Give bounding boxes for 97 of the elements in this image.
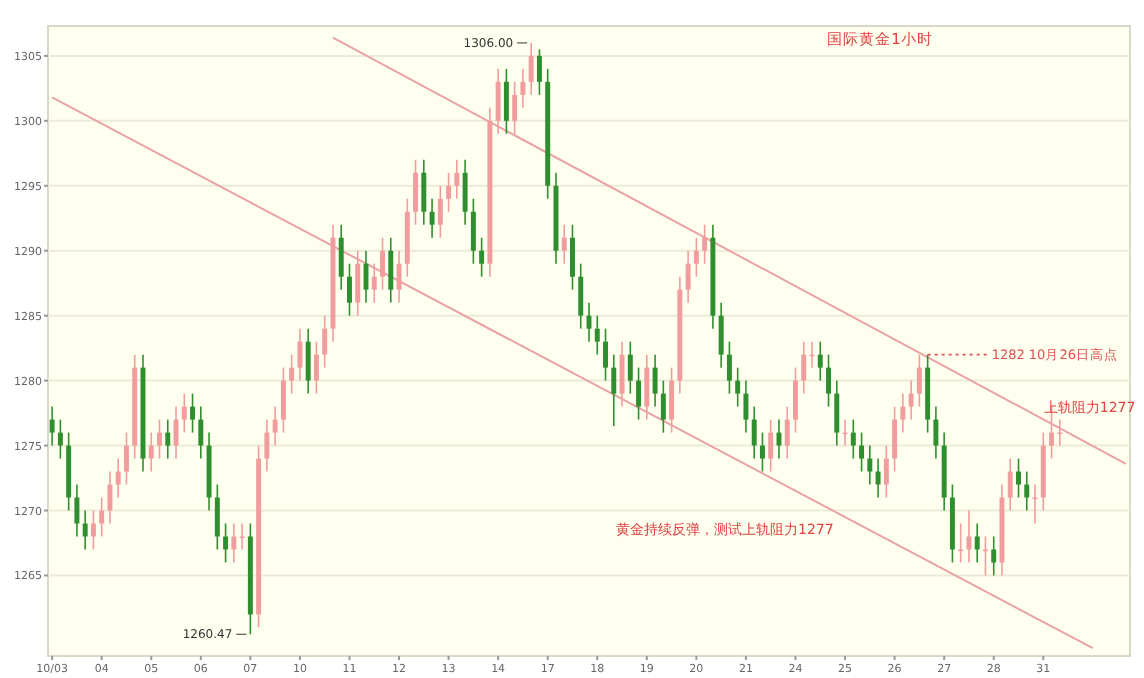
candlestick [1024, 470, 1030, 512]
candlestick [958, 522, 964, 564]
candlestick [520, 68, 526, 109]
candlestick [454, 158, 460, 200]
candlestick [867, 444, 873, 486]
candlestick [784, 405, 790, 460]
candlestick [718, 301, 724, 369]
candlestick [933, 405, 939, 460]
candlestick [503, 68, 509, 135]
candlestick [446, 171, 452, 213]
candlestick [974, 522, 980, 564]
candlestick [693, 236, 699, 278]
candlestick [652, 353, 658, 408]
candlestick [495, 68, 501, 135]
candlestick [991, 535, 997, 577]
candlestick [165, 418, 171, 460]
candlestick [264, 418, 270, 473]
candlestick [900, 392, 906, 434]
candlestick [1007, 457, 1013, 512]
candlestick [759, 431, 765, 473]
candlestick [768, 418, 774, 473]
candlestick [107, 470, 113, 525]
candlestick [190, 392, 196, 434]
candlestick [413, 158, 419, 226]
candlestick [479, 236, 485, 278]
candlestick [371, 262, 377, 304]
candlestick [743, 379, 749, 434]
candlestick [627, 340, 633, 395]
candlestick [776, 418, 782, 460]
candlestick [916, 353, 922, 408]
candlestick [437, 184, 443, 239]
candlestick [355, 249, 361, 317]
candlestick [181, 392, 187, 434]
candlestick [603, 327, 608, 382]
candlestick [396, 249, 402, 304]
candlestick [892, 405, 898, 473]
candlestick [685, 249, 691, 304]
candlestick [462, 158, 468, 226]
candlestick [801, 340, 807, 395]
candlestick [619, 340, 625, 408]
candlestick [289, 353, 295, 395]
candlestick [82, 509, 88, 551]
candlestick [726, 340, 732, 395]
candlestick [470, 197, 476, 265]
candlestick [148, 431, 154, 473]
candlestick [90, 509, 96, 551]
candlestick [536, 48, 542, 96]
candlestick [908, 379, 914, 421]
candlestick [883, 444, 889, 499]
candlestick [239, 522, 245, 551]
candlestick [669, 366, 675, 434]
candlestick [1016, 457, 1021, 499]
candlestick [388, 236, 394, 304]
candlestick [99, 496, 105, 538]
candlestick [570, 223, 575, 291]
candlestick [594, 314, 600, 356]
candlestick [660, 379, 666, 434]
candlestick [231, 522, 237, 564]
candlestick [115, 457, 121, 499]
candlestick [826, 353, 831, 408]
candlestick [313, 340, 319, 395]
candlestick [57, 418, 63, 460]
candlestick [702, 223, 708, 265]
candlestick [793, 366, 798, 434]
candlestick [157, 418, 162, 460]
candlestick [834, 379, 840, 447]
candlestick [338, 223, 344, 291]
candlestick [322, 314, 328, 369]
candlestick [421, 158, 427, 226]
candlestick [223, 522, 229, 564]
candlestick [305, 327, 311, 395]
candlestick [74, 483, 80, 538]
candlestick [198, 405, 204, 460]
candlestick [528, 42, 534, 96]
candlestick [735, 366, 741, 408]
candlestick [380, 236, 385, 291]
candlestick [636, 366, 642, 421]
candlestick [982, 535, 988, 577]
candlestick [512, 81, 518, 135]
candlestick [751, 405, 757, 460]
candlestick [272, 405, 278, 447]
candlestick [173, 405, 179, 460]
candlestick [966, 509, 972, 564]
candlestick [817, 340, 823, 382]
candlestick [347, 262, 352, 317]
candlestick [859, 431, 865, 473]
candlestick [429, 197, 435, 239]
candlestick [561, 223, 567, 265]
candlestick [850, 418, 856, 460]
candlestick [611, 353, 617, 427]
candlestick [297, 327, 303, 382]
candlestick [214, 483, 220, 551]
candlestick [123, 431, 129, 486]
candlestick [875, 457, 881, 499]
candlestick [280, 366, 286, 434]
candlestick [644, 353, 650, 421]
candlestick [578, 262, 584, 330]
